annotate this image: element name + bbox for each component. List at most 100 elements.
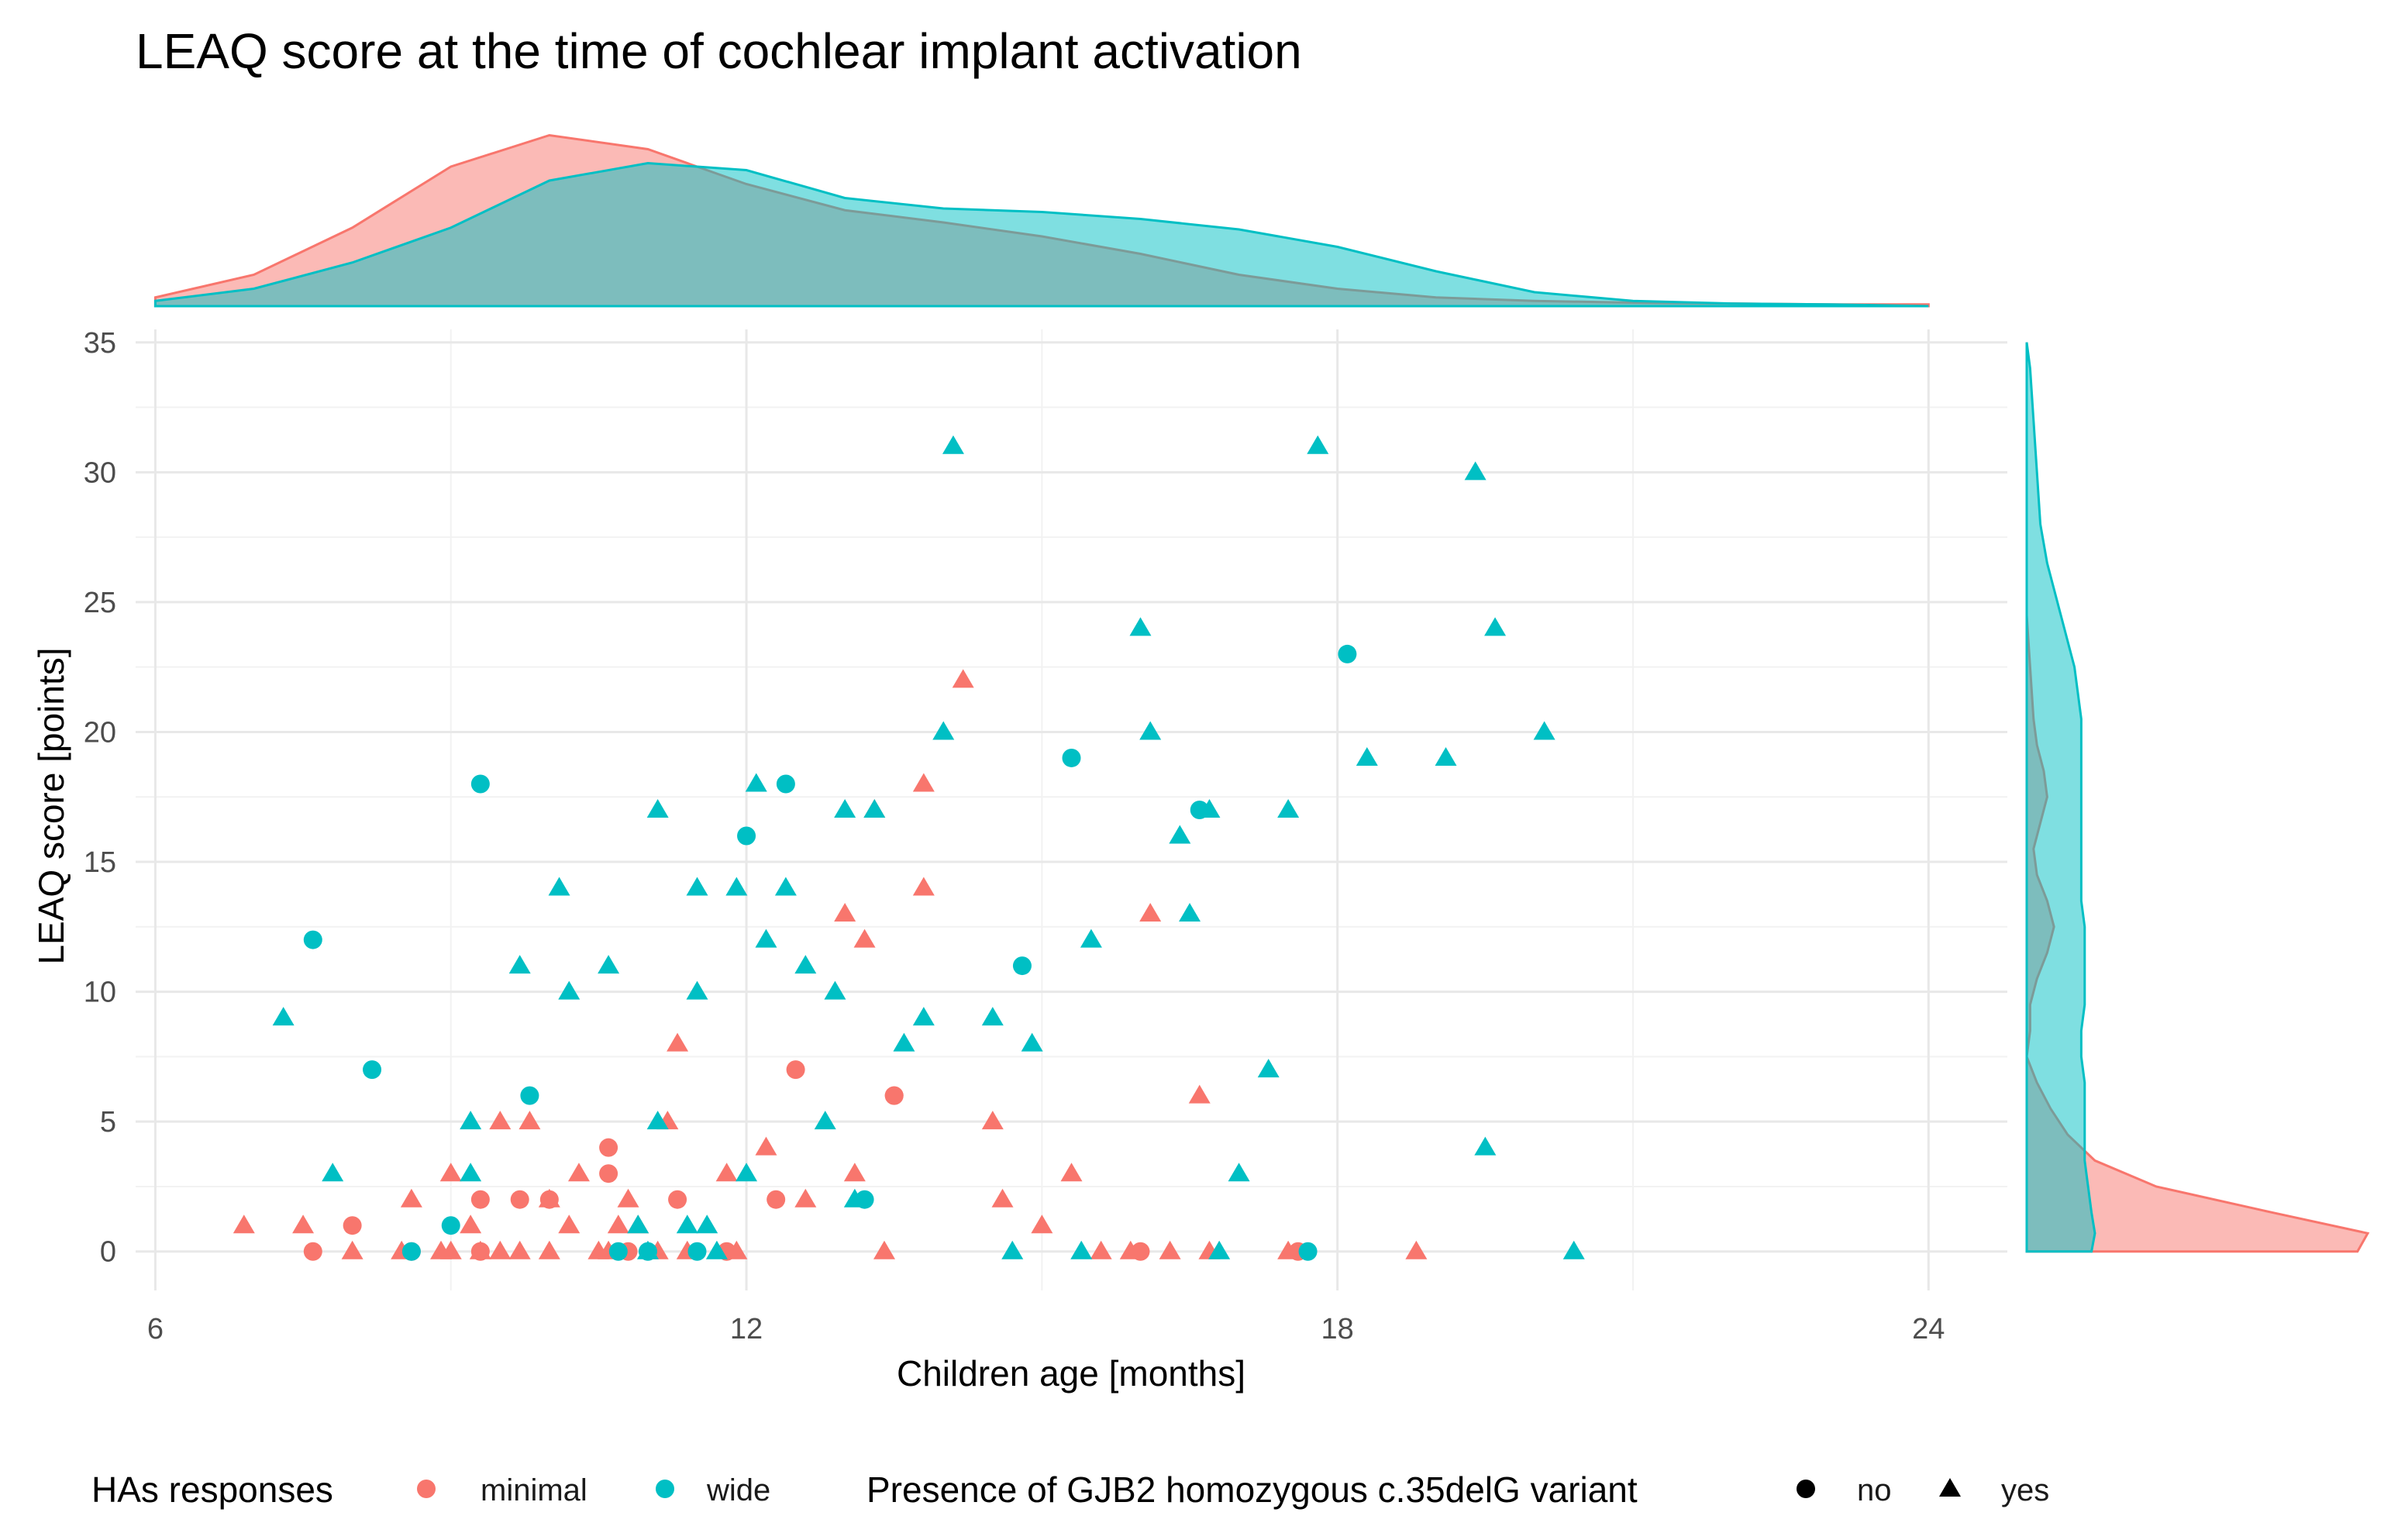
point-minimal-yes <box>538 1240 560 1259</box>
point-wide-yes <box>686 877 708 896</box>
point-minimal-yes <box>952 669 974 688</box>
point-minimal-no <box>343 1216 362 1235</box>
gridlines <box>136 329 2007 1290</box>
point-wide-yes <box>1464 461 1487 481</box>
point-minimal-yes <box>400 1188 422 1208</box>
point-minimal-yes <box>1139 903 1162 922</box>
top-density-wide <box>153 161 1929 308</box>
right-density-wide <box>2025 342 2096 1253</box>
point-wide-yes <box>1307 435 1329 454</box>
y-tick-labels: 0 5 10 15 20 25 30 35 <box>84 327 116 1269</box>
y-tick-label: 25 <box>84 587 116 619</box>
y-tick-label: 20 <box>84 716 116 749</box>
top-marginal-density <box>153 133 1930 308</box>
point-wide-yes <box>1356 746 1378 766</box>
legend-key-minimal <box>417 1480 436 1498</box>
right-marginal-density <box>2025 342 2370 1253</box>
point-wide-yes <box>676 1214 698 1234</box>
point-minimal-yes <box>834 903 856 922</box>
point-minimal-yes <box>558 1214 580 1234</box>
point-minimal-yes <box>667 1032 689 1052</box>
x-tick-label: 6 <box>147 1313 164 1345</box>
point-wide-yes <box>942 435 964 454</box>
point-wide-yes <box>460 1111 482 1130</box>
point-wide-yes <box>794 955 817 974</box>
point-minimal-yes <box>1188 1084 1211 1104</box>
point-wide-yes <box>1484 617 1507 636</box>
point-wide-yes <box>725 877 748 896</box>
point-minimal-yes <box>843 1163 866 1182</box>
point-wide-yes <box>1001 1240 1024 1259</box>
point-wide-no <box>737 826 756 846</box>
point-wide-no <box>441 1216 460 1235</box>
legend-color-title: HAs responses <box>91 1469 333 1510</box>
point-minimal-yes <box>292 1214 315 1234</box>
point-wide-yes <box>824 980 846 1000</box>
point-minimal-yes <box>567 1163 590 1182</box>
x-tick-labels: 6 12 18 24 <box>147 1313 1945 1345</box>
point-minimal-no <box>786 1060 805 1080</box>
point-minimal-yes <box>341 1240 363 1259</box>
point-minimal-yes <box>991 1188 1014 1208</box>
point-wide-yes <box>834 799 856 818</box>
point-minimal-yes <box>469 1240 491 1259</box>
x-tick-label: 24 <box>1912 1313 1945 1345</box>
point-wide-no <box>776 774 795 794</box>
point-wide-yes <box>912 1007 935 1026</box>
point-wide-yes <box>322 1163 344 1182</box>
point-wide-yes <box>1474 1136 1497 1156</box>
point-wide-yes <box>1277 799 1300 818</box>
point-minimal-yes <box>1060 1163 1083 1182</box>
point-wide-yes <box>1562 1240 1585 1259</box>
point-minimal-yes <box>725 1240 748 1259</box>
legend-key-no <box>1797 1480 1815 1498</box>
point-minimal-no <box>767 1190 786 1209</box>
point-wide-yes <box>1070 1240 1093 1259</box>
legend-shape-title: Presence of GJB2 homozygous c.35delG var… <box>866 1469 1638 1510</box>
y-tick-label: 15 <box>84 846 116 879</box>
point-wide-yes <box>843 1188 866 1208</box>
point-wide-yes <box>636 1240 659 1259</box>
point-wide-no <box>1012 956 1032 976</box>
point-wide-yes <box>1198 799 1221 818</box>
point-wide-yes <box>627 1214 649 1234</box>
point-minimal-yes <box>439 1163 462 1182</box>
point-wide-yes <box>1169 825 1191 844</box>
y-tick-label: 10 <box>84 977 116 1009</box>
legend-label-wide: wide <box>706 1473 770 1507</box>
point-minimal-yes <box>233 1214 255 1234</box>
point-minimal-yes <box>1090 1240 1112 1259</box>
point-wide-yes <box>893 1032 915 1052</box>
chart-title: LEAQ score at the time of cochlear impla… <box>136 23 1302 79</box>
point-wide-no <box>687 1242 707 1261</box>
legend-label-no: no <box>1857 1473 1892 1507</box>
point-minimal-yes <box>607 1214 629 1234</box>
legend-label-yes: yes <box>2001 1473 2049 1507</box>
point-wide-yes <box>696 1214 718 1234</box>
point-minimal-yes <box>1031 1214 1053 1234</box>
point-wide-no <box>303 930 322 949</box>
legend-key-wide <box>656 1480 674 1498</box>
point-minimal-yes <box>715 1163 738 1182</box>
x-axis-title: Children age [months] <box>897 1353 1245 1394</box>
point-minimal-yes <box>489 1111 512 1130</box>
point-minimal-yes <box>853 928 876 948</box>
point-minimal-yes <box>439 1240 462 1259</box>
point-wide-no <box>1298 1242 1318 1261</box>
point-wide-yes <box>558 980 580 1000</box>
point-wide-yes <box>1129 617 1152 636</box>
point-minimal-yes <box>755 1136 777 1156</box>
point-minimal-no <box>303 1242 322 1261</box>
point-wide-yes <box>774 877 797 896</box>
point-wide-no <box>363 1060 382 1080</box>
point-wide-yes <box>686 980 708 1000</box>
point-wide-no <box>1338 644 1357 663</box>
point-wide-no <box>470 774 490 794</box>
point-minimal-yes <box>1405 1240 1428 1259</box>
point-wide-yes <box>508 955 531 974</box>
point-minimal-yes <box>1119 1240 1142 1259</box>
point-wide-no <box>401 1242 421 1261</box>
point-wide-yes <box>981 1007 1004 1026</box>
point-wide-yes <box>646 1111 669 1130</box>
